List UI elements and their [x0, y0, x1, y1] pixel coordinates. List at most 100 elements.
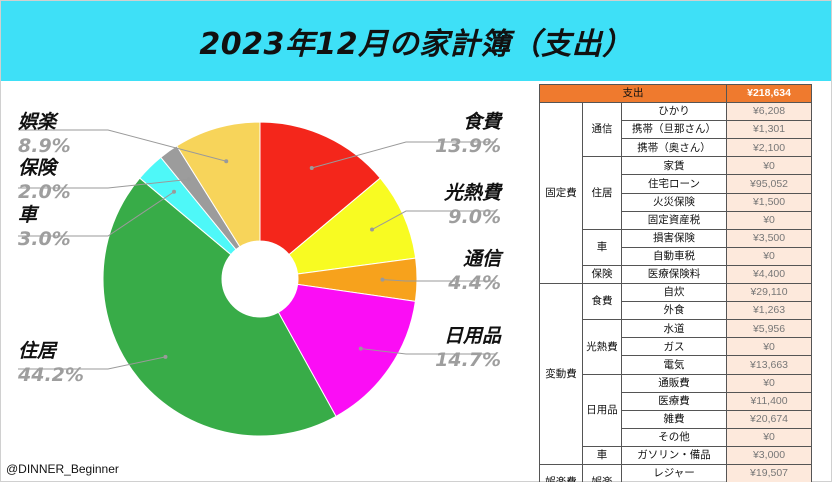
slice-label-6: 保険 [18, 157, 60, 179]
slice-percent-4: 44.2% [17, 364, 84, 386]
subcategory-cell: 日用品 [582, 373, 622, 447]
item-cell: 固定資産税 [620, 210, 728, 230]
pie-slice-0 [259, 121, 381, 256]
category-cell: 変動費 [539, 283, 583, 465]
expense-table: 支出 ¥218,634 固定費 通信 ひかり ¥6,208 携帯（旦那さん） ¥1,301 携帯… [538, 83, 813, 482]
table-row: ガス ¥0 [540, 337, 813, 357]
leader-line-4 [18, 356, 166, 370]
table-row: 外食 ¥1,263 [540, 301, 813, 321]
slice-label-1: 光熱費 [443, 182, 503, 204]
slice-percent-0: 13.9% [435, 135, 501, 157]
item-cell: 自炊 [620, 283, 728, 303]
leader-dot-7 [224, 159, 229, 164]
table-row: 住居 家賃 ¥0 [540, 156, 813, 230]
table-row: 携帯（奥さん） ¥2,100 [540, 138, 813, 158]
amount-cell: ¥2,100 [726, 138, 813, 158]
subcategory-cell: 娯楽 [582, 463, 622, 482]
item-cell: 電気 [620, 355, 728, 375]
leader-dot-1 [370, 227, 375, 232]
table-row: 固定費 通信 ひかり ¥6,208 [539, 102, 813, 285]
amount-cell: ¥29,110 [726, 283, 813, 303]
leader-dot-4 [163, 354, 168, 359]
item-cell: 医療保険料 [620, 264, 728, 285]
amount-cell: ¥11,400 [726, 391, 813, 411]
slice-percent-3: 14.7% [435, 349, 501, 371]
table-row: 電気 ¥13,663 [540, 355, 813, 375]
amount-cell: ¥5,956 [726, 319, 813, 339]
category-cell: 娯楽費 [539, 463, 583, 482]
amount-cell: ¥19,507 [726, 463, 813, 482]
item-cell: 火災保険 [620, 192, 728, 212]
category-cell: 固定費 [539, 102, 583, 285]
slice-percent-7: 8.9% [18, 135, 71, 157]
item-cell: 雑費 [620, 409, 728, 429]
table-row: その他 ¥0 [540, 427, 813, 447]
item-cell: 携帯（奥さん） [620, 138, 728, 158]
item-cell: 損害保険 [620, 228, 728, 248]
item-cell: ひかり [620, 102, 728, 122]
subcategory-cell: 住居 [582, 156, 622, 230]
leader-line-5 [18, 191, 175, 237]
item-cell: 自動車税 [620, 246, 728, 266]
pie-slice-4 [102, 177, 337, 437]
item-cell: 水道 [620, 319, 728, 339]
slice-label-0: 食費 [463, 111, 503, 133]
leader-dot-0 [309, 166, 314, 171]
amount-cell: ¥1,301 [726, 120, 813, 140]
table-row: 火災保険 ¥1,500 [540, 192, 813, 212]
pie-slice-3 [277, 283, 416, 418]
subcategory-cell: 食費 [582, 283, 622, 321]
slice-percent-2: 4.4% [447, 272, 501, 294]
leader-line-6 [18, 178, 189, 189]
item-cell: その他 [620, 427, 728, 447]
author-credit: @DINNER_Beginner [6, 462, 119, 476]
table-row: 医療費 ¥11,400 [540, 391, 813, 411]
item-cell: レジャー [620, 463, 728, 482]
table-header-row: 支出 ¥218,634 [538, 83, 813, 104]
amount-cell: ¥6,208 [726, 102, 813, 122]
table-row: 住宅ローン ¥95,052 [540, 174, 813, 194]
table-row: 雑費 ¥20,674 [540, 409, 813, 429]
amount-cell: ¥95,052 [726, 174, 813, 194]
subcategory-cell: 保険 [582, 264, 622, 285]
page-title: 2023年12月の家計簿（支出） [199, 27, 633, 62]
amount-cell: ¥1,500 [726, 192, 813, 212]
item-cell: ガス [620, 337, 728, 357]
leader-dot-2 [380, 277, 385, 282]
subcategory-cell: 車 [582, 445, 622, 465]
leader-dot-3 [358, 346, 363, 351]
amount-cell: ¥3,000 [726, 445, 813, 465]
slice-label-5: 車 [18, 204, 40, 226]
table-row: 固定資産税 ¥0 [540, 210, 813, 230]
slice-label-7: 娯楽 [18, 111, 59, 133]
slice-label-2: 通信 [463, 248, 504, 270]
amount-cell: ¥0 [726, 246, 813, 266]
item-cell: 医療費 [620, 391, 728, 411]
leader-dot-6 [186, 177, 191, 182]
leader-line-2 [382, 279, 496, 282]
table-row: 変動費 食費 自炊 ¥29,110 [539, 283, 813, 465]
subcategory-cell: 通信 [582, 102, 622, 158]
item-cell: 通販費 [620, 373, 728, 393]
table-row: 自動車税 ¥0 [540, 246, 813, 266]
table-row: 車損害保険 ¥3,500 [540, 228, 813, 266]
item-cell: 家賃 [620, 156, 728, 176]
item-cell: 携帯（旦那さん） [620, 120, 728, 140]
slice-label-4: 住居 [18, 340, 58, 362]
table-row: 日用品 通販費 ¥0 [540, 373, 813, 447]
leader-line-1 [371, 210, 496, 230]
leader-dot-5 [172, 189, 177, 194]
amount-cell: ¥0 [726, 373, 813, 393]
amount-cell: ¥0 [726, 156, 813, 176]
table-row: 娯楽費娯楽レジャー¥19,507 [539, 463, 813, 482]
subcategory-cell: 車 [582, 228, 622, 266]
slice-label-3: 日用品 [444, 325, 502, 347]
amount-cell: ¥13,663 [726, 355, 813, 375]
slice-percent-1: 9.0% [448, 206, 501, 228]
item-cell: 外食 [620, 301, 728, 321]
amount-cell: ¥0 [726, 427, 813, 447]
item-cell: ガソリン・備品 [620, 445, 728, 465]
amount-cell: ¥0 [726, 337, 813, 357]
title-bar: 2023年12月の家計簿（支出） [1, 1, 831, 81]
